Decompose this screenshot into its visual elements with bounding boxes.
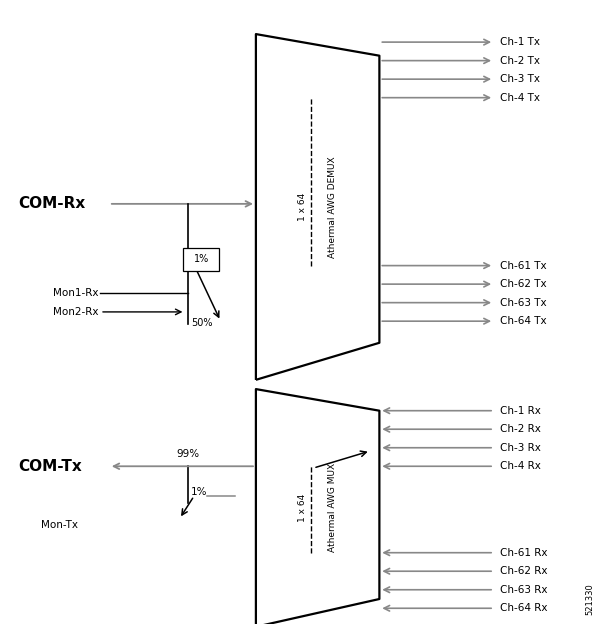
Text: 521330: 521330: [586, 583, 595, 615]
FancyBboxPatch shape: [183, 248, 219, 270]
Text: Ch-64 Tx: Ch-64 Tx: [500, 316, 547, 326]
Text: Ch-62 Tx: Ch-62 Tx: [500, 279, 547, 289]
Text: Ch-2 Rx: Ch-2 Rx: [500, 424, 541, 434]
Text: Ch-2 Tx: Ch-2 Tx: [500, 55, 540, 66]
Text: Ch-62 Rx: Ch-62 Rx: [500, 566, 547, 576]
Text: Mon-Tx: Mon-Tx: [41, 520, 78, 530]
Text: 99%: 99%: [177, 449, 200, 459]
Text: Ch-61 Rx: Ch-61 Rx: [500, 547, 547, 558]
Text: Ch-4 Rx: Ch-4 Rx: [500, 461, 541, 471]
Text: COM-Rx: COM-Rx: [18, 197, 85, 212]
Text: Mon1-Rx: Mon1-Rx: [53, 289, 98, 299]
Text: 50%: 50%: [191, 318, 213, 328]
Text: Mon2-Rx: Mon2-Rx: [53, 307, 98, 317]
Text: 1 x 64: 1 x 64: [298, 193, 307, 221]
Text: 1%: 1%: [191, 487, 208, 497]
Text: Ch-64 Rx: Ch-64 Rx: [500, 604, 547, 613]
Text: Ch-4 Tx: Ch-4 Tx: [500, 93, 540, 103]
Text: Ch-3 Rx: Ch-3 Rx: [500, 443, 541, 453]
Text: Ch-1 Tx: Ch-1 Tx: [500, 37, 540, 47]
Text: 1%: 1%: [194, 255, 209, 265]
Text: COM-Tx: COM-Tx: [18, 459, 82, 474]
Text: Ch-3 Tx: Ch-3 Tx: [500, 74, 540, 84]
Text: Ch-1 Rx: Ch-1 Rx: [500, 406, 541, 416]
Text: Ch-63 Rx: Ch-63 Rx: [500, 585, 547, 595]
Text: Ch-61 Tx: Ch-61 Tx: [500, 261, 547, 271]
Text: Athermal AWG MUX: Athermal AWG MUX: [328, 464, 337, 553]
Text: 1 x 64: 1 x 64: [298, 494, 307, 522]
Text: Ch-63 Tx: Ch-63 Tx: [500, 297, 547, 307]
Text: Athermal AWG DEMUX: Athermal AWG DEMUX: [328, 156, 337, 258]
